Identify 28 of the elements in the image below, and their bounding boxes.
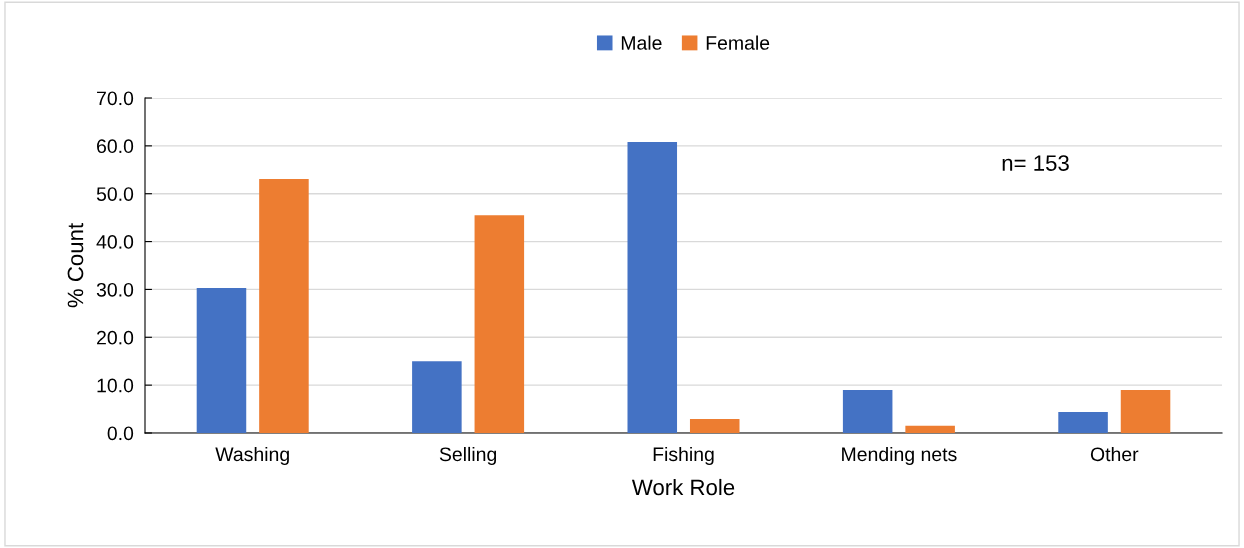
x-axis-title: Work Role	[631, 478, 735, 496]
bar	[842, 389, 893, 433]
y-tick-label: 50.0	[96, 187, 134, 201]
y-axis-title: % Count	[67, 223, 84, 308]
x-tick-label: Mending nets	[842, 446, 957, 466]
bar	[259, 178, 309, 433]
y-tick-label: 0.0	[107, 426, 134, 441]
x-tick-label: Fishing	[653, 446, 714, 466]
bar	[1058, 411, 1108, 433]
annotation: n= 153	[1002, 155, 1069, 171]
bar	[689, 419, 740, 433]
bar	[627, 142, 678, 433]
y-tick-label: 40.0	[96, 235, 134, 249]
bar	[412, 361, 462, 433]
y-tick-label: 30.0	[96, 282, 134, 297]
y-tick-label: 60.0	[97, 139, 134, 154]
legend-label: Female	[706, 35, 770, 50]
x-tick-label: Selling	[439, 446, 497, 466]
x-tick-label: Other	[1090, 446, 1139, 462]
bar	[1120, 389, 1171, 433]
bar	[474, 215, 525, 433]
y-tick-label: 70.0	[97, 91, 134, 106]
legend-label: Male	[621, 35, 662, 50]
bar	[196, 287, 247, 433]
y-tick-label: 10.0	[97, 378, 134, 393]
x-tick-label: Washing	[215, 446, 289, 466]
bar	[905, 425, 955, 433]
y-tick-label: 20.0	[97, 330, 134, 345]
